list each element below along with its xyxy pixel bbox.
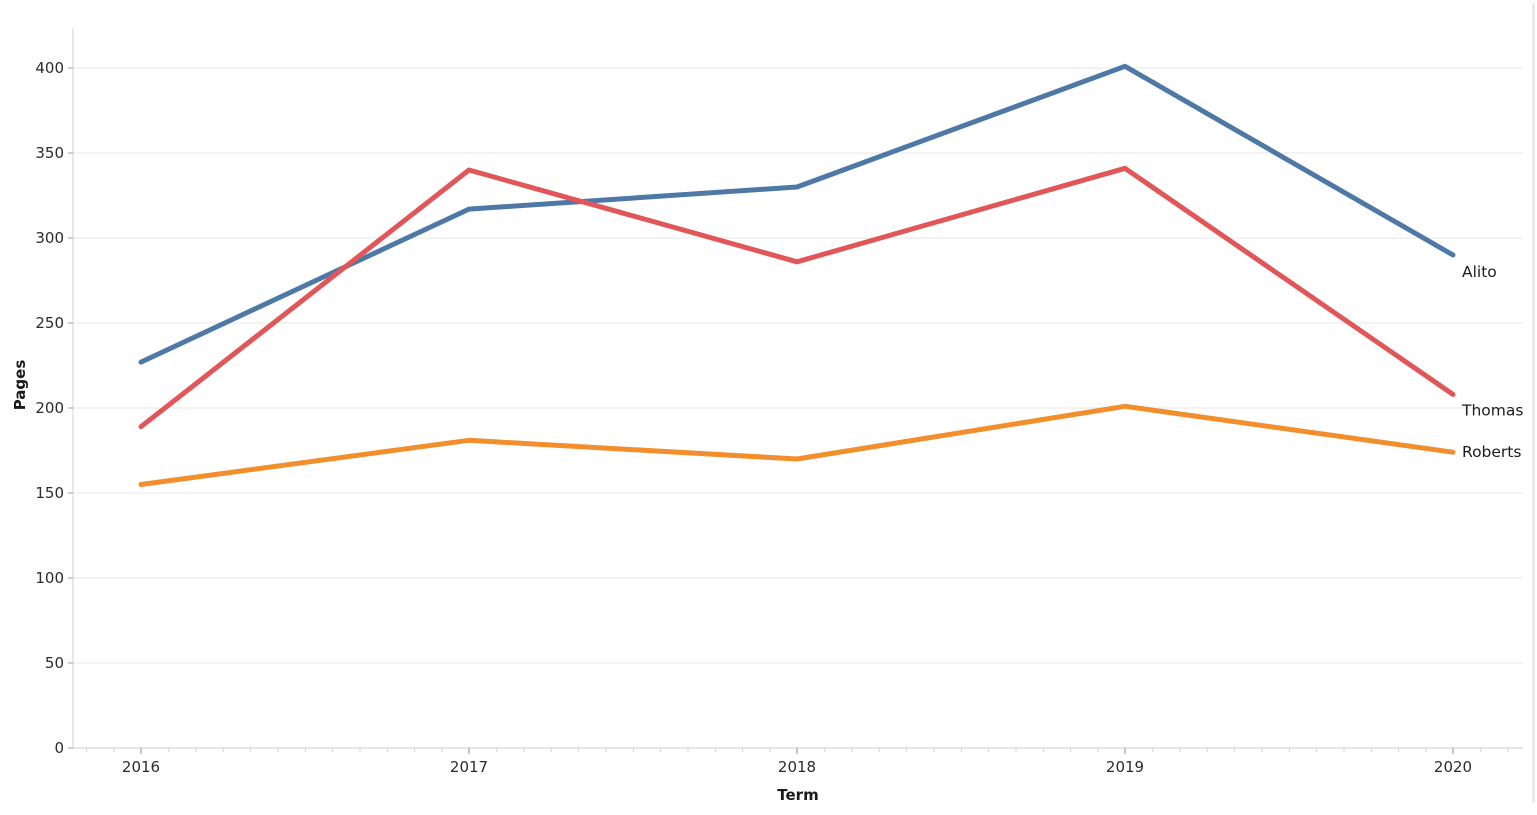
y-tick-label-250: 250 (35, 314, 64, 332)
tick-marks-layer (68, 67, 1509, 754)
data-series-layer (138, 63, 1456, 487)
x-tick-label-2018: 2018 (778, 758, 816, 776)
series-line-thomas (138, 165, 1456, 430)
y-tick-label-50: 50 (45, 654, 64, 672)
x-tick-label-2019: 2019 (1106, 758, 1144, 776)
x-axis-title: Term (777, 786, 818, 804)
series-line-alito (138, 63, 1456, 365)
series-label-thomas: Thomas (1461, 401, 1523, 419)
y-axis-title: Pages (11, 360, 29, 411)
series-end-labels-layer: Alito Thomas Roberts (1461, 263, 1523, 461)
tick-labels-layer: 0 50 100 150 200 250 300 350 400 2016 2017 2018 2019… (35, 59, 1472, 776)
series-label-alito: Alito (1462, 263, 1497, 281)
y-tick-label-100: 100 (35, 569, 64, 587)
y-tick-label-0: 0 (54, 739, 64, 757)
axes-layer (72, 3, 1535, 803)
series-label-roberts: Roberts (1462, 443, 1521, 461)
gridlines-layer (73, 67, 1523, 749)
y-tick-label-400: 400 (35, 59, 64, 77)
x-tick-label-2020: 2020 (1434, 758, 1472, 776)
x-tick-label-2016: 2016 (122, 758, 160, 776)
y-tick-label-300: 300 (35, 229, 64, 247)
series-line-roberts (138, 403, 1456, 487)
y-tick-label-200: 200 (35, 399, 64, 417)
y-tick-label-150: 150 (35, 484, 64, 502)
y-tick-label-350: 350 (35, 144, 64, 162)
x-tick-label-2017: 2017 (450, 758, 488, 776)
